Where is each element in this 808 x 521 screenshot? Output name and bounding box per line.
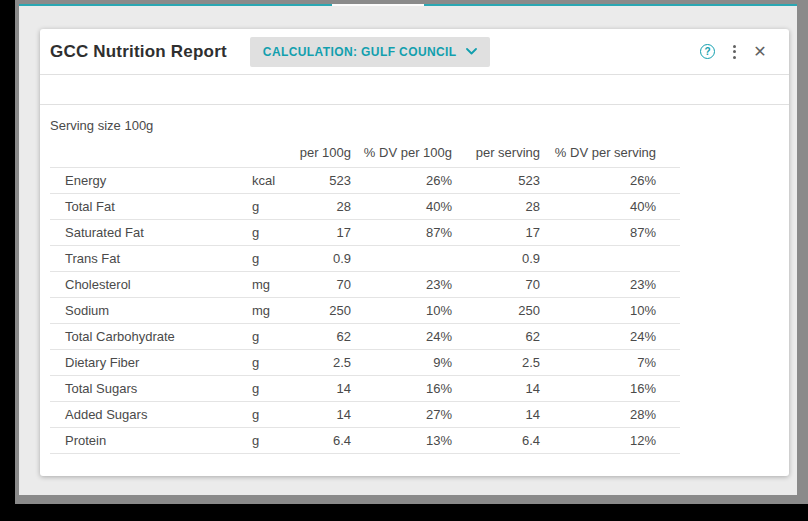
nutrient-name: Added Sugars <box>50 407 237 422</box>
nutrient-unit: g <box>237 329 291 344</box>
nutrient-unit: g <box>237 407 291 422</box>
value-per-serving: 28 <box>452 199 540 214</box>
value-per-serving: 70 <box>452 277 540 292</box>
table-row: Total Fat g 28 40% 28 40% <box>50 194 680 220</box>
dialog-content: Serving size 100g per 100g % DV per 100g… <box>40 118 789 454</box>
value-per-100g: 14 <box>291 407 351 422</box>
table-row: Total Sugars g 14 16% 14 16% <box>50 376 680 402</box>
table-row: Cholesterol mg 70 23% 70 23% <box>50 272 680 298</box>
value-per-100g: 0.9 <box>291 251 351 266</box>
dv-per-serving: 87% <box>540 225 656 240</box>
nutrient-name: Saturated Fat <box>50 225 237 240</box>
dv-per-serving: 10% <box>540 303 656 318</box>
table-row: Sodium mg 250 10% 250 10% <box>50 298 680 324</box>
help-icon[interactable]: ? <box>700 44 715 59</box>
value-per-100g: 62 <box>291 329 351 344</box>
table-row: Protein g 6.4 13% 6.4 12% <box>50 428 680 454</box>
nutrient-unit: g <box>237 381 291 396</box>
dv-per-100g: 27% <box>351 407 452 422</box>
dialog-toolbar-strip <box>40 75 789 105</box>
value-per-serving: 2.5 <box>452 355 540 370</box>
chevron-down-icon <box>466 48 477 55</box>
nutrient-name: Cholesterol <box>50 277 237 292</box>
dialog-header: GCC Nutrition Report CALCULATION: GULF C… <box>40 29 789 75</box>
table-body: Energy kcal 523 26% 523 26% Total Fat g … <box>50 167 680 454</box>
top-accent-line-gap <box>332 4 424 6</box>
table-row: Added Sugars g 14 27% 14 28% <box>50 402 680 428</box>
dv-per-100g: 13% <box>351 433 452 448</box>
dialog-title: GCC Nutrition Report <box>50 42 227 62</box>
value-per-100g: 17 <box>291 225 351 240</box>
dv-per-100g: 23% <box>351 277 452 292</box>
nutrient-name: Total Carbohydrate <box>50 329 237 344</box>
calculation-selector-label: CALCULATION: GULF COUNCIL <box>263 45 457 59</box>
nutrient-name: Energy <box>50 173 237 188</box>
nutrient-name: Total Fat <box>50 199 237 214</box>
column-header-per-serving: per serving <box>452 145 540 160</box>
value-per-100g: 523 <box>291 173 351 188</box>
value-per-100g: 28 <box>291 199 351 214</box>
value-per-serving: 0.9 <box>452 251 540 266</box>
dv-per-100g: 16% <box>351 381 452 396</box>
value-per-100g: 14 <box>291 381 351 396</box>
dv-per-100g: 26% <box>351 173 452 188</box>
nutrient-name: Total Sugars <box>50 381 237 396</box>
nutrient-unit: g <box>237 199 291 214</box>
nutrient-unit: g <box>237 225 291 240</box>
dv-per-100g: 87% <box>351 225 452 240</box>
dv-per-100g: 40% <box>351 199 452 214</box>
nutrient-unit: mg <box>237 277 291 292</box>
dv-per-serving: 28% <box>540 407 656 422</box>
nutrient-unit: g <box>237 251 291 266</box>
dv-per-serving: 7% <box>540 355 656 370</box>
dv-per-100g: 24% <box>351 329 452 344</box>
value-per-serving: 62 <box>452 329 540 344</box>
dv-per-serving: 26% <box>540 173 656 188</box>
value-per-serving: 523 <box>452 173 540 188</box>
close-icon[interactable]: ✕ <box>751 43 769 61</box>
value-per-100g: 2.5 <box>291 355 351 370</box>
dv-per-serving: 24% <box>540 329 656 344</box>
nutrient-name: Dietary Fiber <box>50 355 237 370</box>
overflow-menu-icon[interactable] <box>727 44 741 60</box>
value-per-serving: 14 <box>452 381 540 396</box>
dv-per-serving: 40% <box>540 199 656 214</box>
table-header-row: per 100g % DV per 100g per serving % DV … <box>50 133 680 167</box>
table-row: Energy kcal 523 26% 523 26% <box>50 167 680 194</box>
dv-per-serving: 16% <box>540 381 656 396</box>
dv-per-100g: 9% <box>351 355 452 370</box>
nutrient-name: Trans Fat <box>50 251 237 266</box>
table-row: Saturated Fat g 17 87% 17 87% <box>50 220 680 246</box>
serving-size-label: Serving size 100g <box>50 118 779 133</box>
nutrient-unit: g <box>237 355 291 370</box>
column-header-dv-per-100g: % DV per 100g <box>351 145 452 160</box>
value-per-100g: 250 <box>291 303 351 318</box>
nutrition-table: per 100g % DV per 100g per serving % DV … <box>50 133 680 454</box>
value-per-100g: 6.4 <box>291 433 351 448</box>
value-per-serving: 6.4 <box>452 433 540 448</box>
nutrient-name: Sodium <box>50 303 237 318</box>
nutrition-report-dialog: GCC Nutrition Report CALCULATION: GULF C… <box>40 29 789 476</box>
value-per-serving: 17 <box>452 225 540 240</box>
table-row: Total Carbohydrate g 62 24% 62 24% <box>50 324 680 350</box>
column-header-dv-per-serving: % DV per serving <box>540 145 656 160</box>
nutrient-unit: kcal <box>237 173 291 188</box>
dv-per-100g: 10% <box>351 303 452 318</box>
table-row: Dietary Fiber g 2.5 9% 2.5 7% <box>50 350 680 376</box>
value-per-serving: 250 <box>452 303 540 318</box>
dv-per-serving: 23% <box>540 277 656 292</box>
nutrient-name: Protein <box>50 433 237 448</box>
table-row: Trans Fat g 0.9 0.9 <box>50 246 680 272</box>
calculation-selector-button[interactable]: CALCULATION: GULF COUNCIL <box>250 37 490 67</box>
value-per-100g: 70 <box>291 277 351 292</box>
nutrient-unit: g <box>237 433 291 448</box>
column-header-per-100g: per 100g <box>291 145 351 160</box>
nutrient-unit: mg <box>237 303 291 318</box>
dv-per-serving: 12% <box>540 433 656 448</box>
value-per-serving: 14 <box>452 407 540 422</box>
